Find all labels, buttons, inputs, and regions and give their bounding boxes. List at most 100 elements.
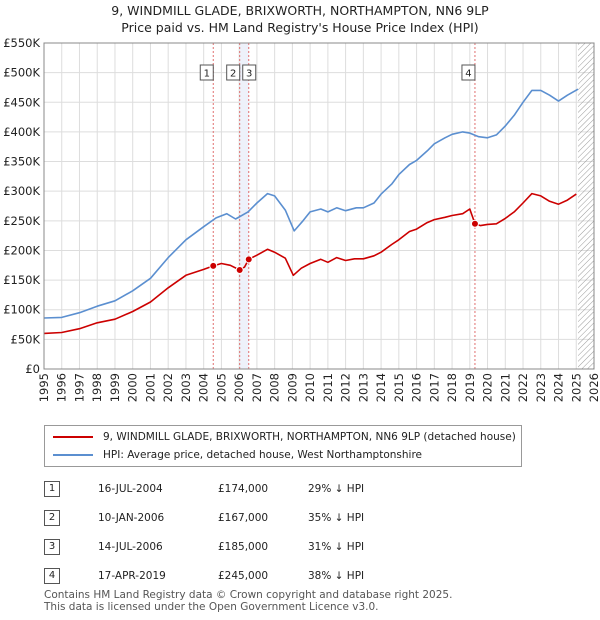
x-tick-label: 2011 — [321, 373, 335, 402]
y-tick-label: £450K — [3, 95, 40, 109]
sale-label: 3 — [246, 69, 252, 80]
y-tick-label: £200K — [3, 243, 40, 257]
legend-label-hpi: HPI: Average price, detached house, West… — [103, 449, 422, 461]
x-tick-label: 2024 — [552, 373, 566, 402]
sale-label: 2 — [230, 69, 236, 80]
sale-label-box: 4 — [461, 64, 476, 81]
sale-label-box: 3 — [242, 64, 257, 81]
sale-diff: 29% ↓ HPI — [308, 482, 365, 495]
x-tick-label: 2007 — [250, 373, 264, 402]
sale-diff: 35% ↓ HPI — [308, 511, 365, 524]
sale-point — [235, 266, 244, 275]
sale-date: 14-JUL-2006 — [98, 540, 163, 553]
sale-date: 10-JAN-2006 — [98, 511, 165, 524]
sale-label: 4 — [465, 69, 471, 80]
x-tick-label: 2002 — [161, 373, 175, 402]
legend-swatch-property — [53, 436, 93, 438]
sale-price: £167,000 — [218, 511, 269, 524]
legend-label-property: 9, WINDMILL GLADE, BRIXWORTH, NORTHAMPTO… — [103, 431, 516, 443]
x-tick-label: 2025 — [569, 373, 583, 402]
y-tick-label: £350K — [3, 155, 40, 169]
y-tick-label: £100K — [3, 303, 40, 317]
x-tick-label: 1995 — [37, 373, 51, 402]
table-row: 1 16-JUL-2004 £174,000 29% ↓ HPI — [44, 474, 364, 503]
x-tick-label: 1996 — [55, 373, 69, 402]
sale-label-box: 2 — [226, 64, 241, 81]
table-row: 3 14-JUL-2006 £185,000 31% ↓ HPI — [44, 532, 364, 561]
forecast-region — [578, 43, 594, 369]
footer-copyright: Contains HM Land Registry data © Crown c… — [44, 589, 453, 601]
footer-licence: This data is licensed under the Open Gov… — [44, 601, 379, 613]
x-tick-label: 1999 — [108, 373, 122, 402]
sale-label-frame — [461, 64, 476, 81]
y-tick-label: £150K — [3, 273, 40, 287]
plot-area — [44, 43, 594, 369]
x-tick-label: 2019 — [463, 373, 477, 402]
legend-item-hpi: HPI: Average price, detached house, West… — [53, 446, 422, 464]
x-tick-label: 2008 — [268, 373, 282, 402]
table-row: 2 10-JAN-2006 £167,000 35% ↓ HPI — [44, 503, 364, 532]
sale-diff: 31% ↓ HPI — [308, 540, 365, 553]
sale-diff: 38% ↓ HPI — [308, 569, 365, 582]
sale-label-box: 1 — [199, 64, 214, 81]
x-tick-label: 2023 — [534, 373, 548, 402]
legend-item-property: 9, WINDMILL GLADE, BRIXWORTH, NORTHAMPTO… — [53, 428, 516, 446]
y-tick-label: £500K — [3, 66, 40, 80]
sale-point — [244, 255, 253, 264]
sale-point — [470, 219, 479, 228]
chart-subtitle: Price paid vs. HM Land Registry's House … — [121, 20, 479, 35]
x-tick-label: 2016 — [410, 373, 424, 402]
sale-badge: 4 — [44, 567, 60, 584]
plot-frame — [43, 42, 595, 370]
hpi-line — [43, 88, 579, 319]
sale-price: £174,000 — [218, 482, 269, 495]
legend: 9, WINDMILL GLADE, BRIXWORTH, NORTHAMPTO… — [44, 425, 522, 467]
x-tick-label: 2009 — [285, 373, 299, 402]
price-chart: 1 2 3 4 £0 £50K £100K £150K £200K £250K £300K £350K… — [3, 36, 600, 402]
x-tick-label: 2021 — [498, 373, 512, 402]
chart-title: 9, WINDMILL GLADE, BRIXWORTH, NORTHAMPTO… — [111, 3, 489, 18]
sale-date: 17-APR-2019 — [98, 569, 166, 582]
x-tick-label: 2005 — [214, 373, 228, 402]
x-tick-label: 2012 — [339, 373, 353, 402]
x-tick-label: 2001 — [143, 373, 157, 402]
sale-badge: 2 — [44, 509, 60, 526]
y-tick-label: £400K — [3, 125, 40, 139]
footer: Contains HM Land Registry data © Crown c… — [44, 589, 452, 613]
x-tick-label: 2015 — [392, 373, 406, 402]
x-tick-label: 2003 — [179, 373, 193, 402]
y-tick-label: £250K — [3, 214, 40, 228]
sale-badge: 3 — [44, 538, 60, 555]
sale-point — [209, 261, 218, 270]
y-tick-label: £0 — [25, 362, 40, 376]
sale-label-frame — [199, 64, 214, 81]
x-tick-label: 2004 — [197, 373, 211, 402]
sale-date: 16-JUL-2004 — [98, 482, 163, 495]
x-tick-label: 2017 — [427, 373, 441, 402]
x-tick-label: 2022 — [516, 373, 530, 402]
legend-swatch-hpi — [53, 454, 93, 456]
sale-band — [239, 43, 249, 369]
property-price-line — [43, 192, 577, 335]
x-tick-label: 2018 — [445, 373, 459, 402]
x-tick-label: 2020 — [481, 373, 495, 402]
x-tick-label: 2013 — [356, 373, 370, 402]
sale-badge: 1 — [44, 480, 60, 497]
x-tick-label: 1997 — [72, 373, 86, 402]
sale-label-frame — [226, 64, 241, 81]
x-tick-label: 2006 — [232, 373, 246, 402]
x-tick-label: 1998 — [90, 373, 104, 402]
sale-price: £245,000 — [218, 569, 269, 582]
x-tick-label: 2010 — [303, 373, 317, 402]
x-tick-label: 2026 — [587, 373, 600, 402]
y-tick-label: £50K — [11, 332, 41, 346]
sale-label: 1 — [204, 69, 210, 80]
x-tick-label: 2000 — [126, 373, 140, 402]
y-tick-label: £300K — [3, 184, 40, 198]
transactions-table: 1 16-JUL-2004 £174,000 29% ↓ HPI 2 10-JA… — [44, 474, 364, 590]
table-row: 4 17-APR-2019 £245,000 38% ↓ HPI — [44, 561, 364, 590]
sale-price: £185,000 — [218, 540, 269, 553]
sale-label-frame — [242, 64, 257, 81]
y-tick-label: £550K — [3, 36, 40, 50]
x-tick-label: 2014 — [374, 373, 388, 402]
